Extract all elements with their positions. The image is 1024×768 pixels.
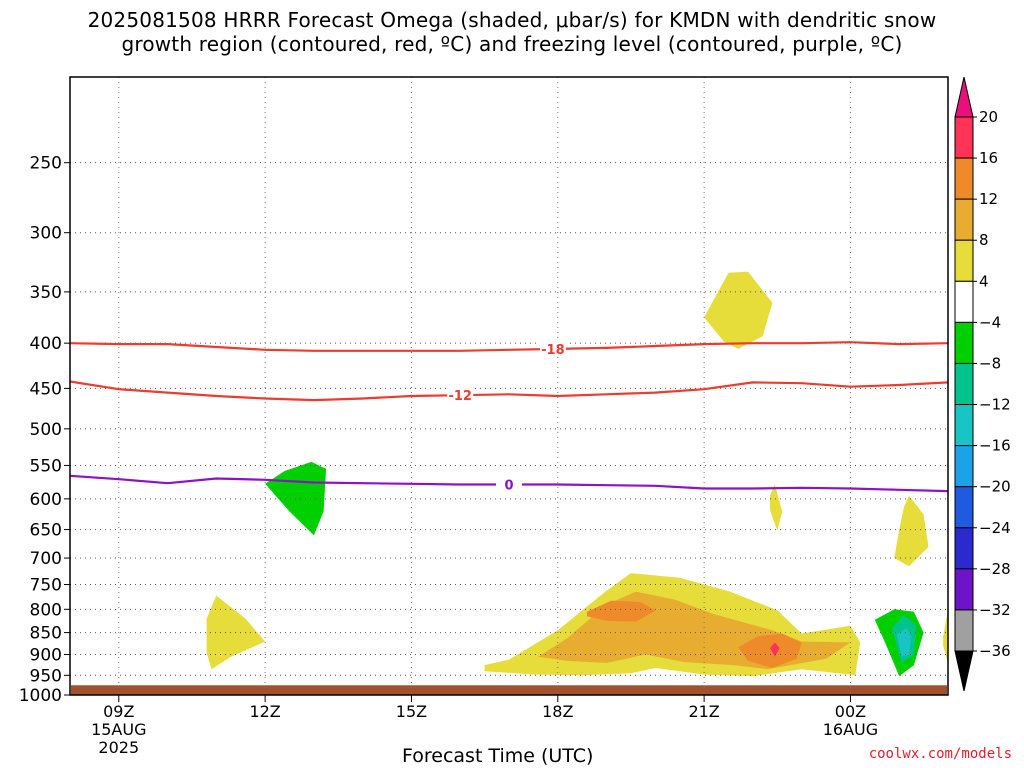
temperature-contours: -18 -12 0 xyxy=(69,340,949,494)
colorbar-swatch xyxy=(954,527,974,570)
colorbar-label: −28 xyxy=(979,560,1011,578)
omega-region-3 xyxy=(738,633,802,668)
title-line-2: growth region (contoured, red, ºC) and f… xyxy=(121,32,903,56)
plot-border xyxy=(69,76,949,696)
grid-lines xyxy=(70,77,948,696)
x-tick-label: 15Z xyxy=(396,702,427,721)
colorbar-label: −32 xyxy=(979,601,1011,619)
y-tick-label: 500 xyxy=(30,420,62,440)
colorbar-swatch xyxy=(954,157,974,200)
colorbar-swatch xyxy=(954,239,974,282)
x-axis-label: Forecast Time (UTC) xyxy=(402,745,594,767)
colorbar-label: 20 xyxy=(979,108,998,126)
x-tick-label: 00Z xyxy=(835,702,866,721)
colorbar-label: −12 xyxy=(979,396,1011,414)
omega-colorbar: 20 16 12 8 4 −4 −8 −12 −16 −20 −24 −28 −32 −36 xyxy=(954,76,1011,692)
colorbar-swatch xyxy=(954,198,974,241)
colorbar-label: −4 xyxy=(979,313,1001,331)
y-tick-label: 350 xyxy=(30,283,62,303)
contour-label-bg xyxy=(496,476,522,493)
contour-line--12 xyxy=(69,380,949,402)
plot-frame xyxy=(69,76,949,696)
omega-region-4 xyxy=(770,642,780,657)
colorbar-label: −24 xyxy=(979,519,1011,537)
colorbar-label: 12 xyxy=(979,190,998,208)
y-tick-label: 850 xyxy=(30,624,62,644)
x-tick-sublabel: 2025 xyxy=(98,738,139,757)
y-tick-label: 1000 xyxy=(19,686,62,706)
colorbar-swatch xyxy=(954,404,974,447)
y-tick-label: 950 xyxy=(30,666,62,686)
x-tick-label: 21Z xyxy=(688,702,719,721)
omega-shaded-regions xyxy=(206,271,948,677)
ground-fill xyxy=(71,685,947,695)
y-tick-label: 800 xyxy=(30,600,62,620)
colorbar-top-arrow xyxy=(954,76,974,118)
colorbar-swatch xyxy=(954,568,974,611)
colorbar-label: −36 xyxy=(979,642,1011,660)
y-tick-label: 450 xyxy=(30,379,62,399)
x-tick-label: 09Z xyxy=(103,702,134,721)
colorbar-swatch xyxy=(954,116,974,159)
y-tick-label: 750 xyxy=(30,576,62,596)
colorbar-label: −16 xyxy=(979,437,1011,455)
y-tick-label: 600 xyxy=(30,490,62,510)
pressure-axis: 2503003504004505005506006507007508008509… xyxy=(19,154,70,706)
x-tick-label: 12Z xyxy=(249,702,280,721)
omega-region-9 xyxy=(943,609,948,663)
omega-region-13 xyxy=(896,628,912,657)
x-tick-sublabel: 15AUG xyxy=(91,720,146,739)
contour-label: 0 xyxy=(504,479,513,494)
y-tick-label: 400 xyxy=(30,334,62,354)
omega-region-7 xyxy=(770,484,783,531)
colorbar-swatch xyxy=(954,280,974,323)
y-tick-label: 300 xyxy=(30,224,62,244)
credit-link[interactable]: coolwx.com/models xyxy=(868,746,1012,762)
y-tick-label: 900 xyxy=(30,646,62,666)
omega-region-8 xyxy=(894,495,929,567)
title-line-1: 2025081508 HRRR Forecast Omega (shaded, … xyxy=(87,8,937,32)
omega-region-6 xyxy=(704,271,773,349)
contour-line--18 xyxy=(69,341,949,352)
contour-label-bg xyxy=(539,340,566,357)
y-tick-label: 550 xyxy=(30,456,62,476)
colorbar-swatch xyxy=(954,362,974,406)
contour-label: -18 xyxy=(541,343,565,358)
y-tick-label: 650 xyxy=(30,521,62,541)
colorbar-bottom-arrow xyxy=(954,650,974,692)
x-tick-sublabel: 16AUG xyxy=(823,720,878,739)
colorbar-swatch xyxy=(954,321,974,364)
y-tick-label: 250 xyxy=(30,154,62,174)
colorbar-swatch xyxy=(954,609,974,652)
omega-region-2 xyxy=(587,600,656,622)
ground-layer xyxy=(71,685,947,695)
colorbar-swatch xyxy=(954,486,974,529)
x-tick-label: 18Z xyxy=(542,702,573,721)
colorbar-swatch xyxy=(954,445,974,488)
contour-label: -12 xyxy=(448,389,472,404)
y-tick-label: 700 xyxy=(30,549,62,569)
colorbar-label: −20 xyxy=(979,478,1011,496)
contour-label-bg xyxy=(447,387,474,404)
colorbar-label: 8 xyxy=(979,231,989,249)
chart-title: 2025081508 HRRR Forecast Omega (shaded, … xyxy=(0,8,1024,56)
colorbar-label: −8 xyxy=(979,354,1001,372)
colorbar-label: 16 xyxy=(979,149,998,167)
colorbar-label: 4 xyxy=(979,272,989,290)
